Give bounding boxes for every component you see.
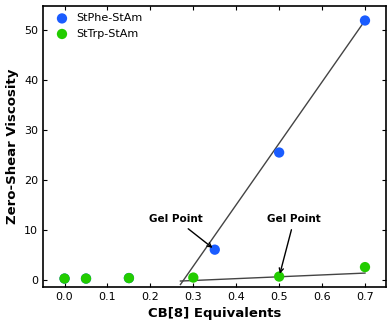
X-axis label: CB[8] Equivalents: CB[8] Equivalents <box>148 307 281 320</box>
StTrp-StAm <box>362 264 368 270</box>
StTrp-StAm <box>190 275 196 280</box>
StTrp-StAm <box>276 274 282 279</box>
Y-axis label: Zero-Shear Viscosity: Zero-Shear Viscosity <box>5 68 18 224</box>
StPhe-StAm <box>276 150 282 155</box>
StPhe-StAm <box>362 18 368 23</box>
StTrp-StAm <box>83 276 89 281</box>
Text: Gel Point: Gel Point <box>267 214 321 273</box>
StTrp-StAm <box>126 275 132 281</box>
StTrp-StAm <box>62 276 68 281</box>
Text: Gel Point: Gel Point <box>149 214 211 247</box>
StPhe-StAm <box>126 275 132 281</box>
StPhe-StAm <box>212 247 218 252</box>
Legend: StPhe-StAm, StTrp-StAm: StPhe-StAm, StTrp-StAm <box>49 11 145 41</box>
StPhe-StAm <box>83 276 89 281</box>
StPhe-StAm <box>62 276 68 281</box>
